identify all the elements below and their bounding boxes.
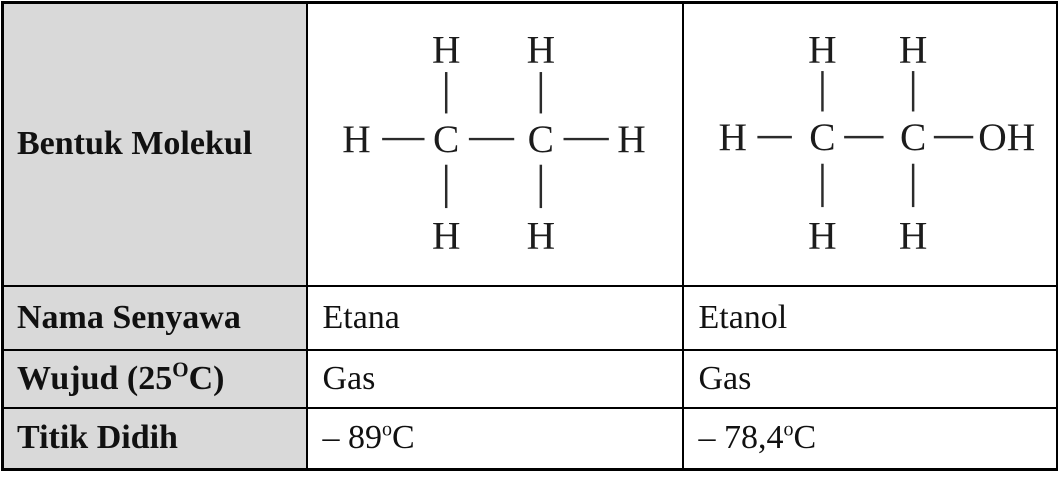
cell-etanol-structure: H C C OH H H H H <box>681 1 1058 287</box>
table-row-nama-senyawa: Nama Senyawa Etana Etanol <box>1 284 1058 351</box>
row-label-nama-senyawa: Nama Senyawa <box>1 284 308 351</box>
atom-h-bottom1: H <box>431 213 459 257</box>
atom-h-bottom1: H <box>808 213 836 257</box>
atom-c1: C <box>809 115 835 159</box>
degree-superscript: o <box>382 419 392 442</box>
table-row-bentuk-molekul: Bentuk Molekul H C C H H <box>1 1 1058 287</box>
row-label-titik-didih: Titik Didih <box>1 406 308 471</box>
table-row-titik-didih: Titik Didih – 89oC – 78,4oC <box>1 406 1058 471</box>
degree-superscript: O <box>172 357 189 382</box>
boiling-point-value: – 89 <box>322 419 383 457</box>
phase-value: Gas <box>698 359 752 397</box>
row-label-text: Titik Didih <box>17 419 178 457</box>
ethane-structure-diagram: H C C H H H H H <box>342 27 646 257</box>
row-label-text: Nama Senyawa <box>17 298 241 336</box>
cell-etana-structure: H C C H H H H H <box>305 1 684 287</box>
atom-h-bottom2: H <box>898 213 926 257</box>
cell-etanol-nama: Etanol <box>681 284 1058 351</box>
phase-value: Gas <box>322 359 376 397</box>
atom-h-top2: H <box>898 27 926 71</box>
degree-superscript: o <box>783 419 794 442</box>
cell-etana-nama: Etana <box>305 284 684 351</box>
atom-h-left: H <box>718 115 746 159</box>
atom-c1: C <box>433 117 459 161</box>
row-label-wujud: Wujud (25OC) <box>1 348 308 409</box>
ethanol-structure-diagram: H C C OH H H H H <box>718 27 1035 257</box>
atom-c2: C <box>527 117 553 161</box>
cell-etana-titik-didih: – 89oC <box>305 406 684 471</box>
row-label-text: Bentuk Molekul <box>17 125 253 163</box>
atom-h-top1: H <box>431 27 459 71</box>
boiling-point-unit: C <box>392 419 415 457</box>
compound-name: Etana <box>322 298 400 336</box>
cell-etana-wujud: Gas <box>305 348 684 409</box>
atom-h-top2: H <box>526 27 554 71</box>
atom-h-top1: H <box>808 27 836 71</box>
table-row-wujud: Wujud (25OC) Gas Gas <box>1 348 1058 409</box>
atom-h-right: H <box>617 117 645 161</box>
atom-h-bottom2: H <box>526 213 554 257</box>
row-label-text-pre: Wujud (25 <box>17 359 173 397</box>
cell-etanol-wujud: Gas <box>681 348 1058 409</box>
row-label-text-post: C) <box>188 359 225 397</box>
atom-oh-right: OH <box>978 115 1035 159</box>
boiling-point-unit: C <box>793 419 817 457</box>
atom-h-left: H <box>342 117 370 161</box>
boiling-point-value: – 78,4 <box>698 419 784 457</box>
row-label-bentuk-molekul: Bentuk Molekul <box>1 1 308 287</box>
cell-etanol-titik-didih: – 78,4oC <box>681 406 1058 471</box>
atom-c2: C <box>899 115 925 159</box>
compound-name: Etanol <box>698 298 788 336</box>
compound-comparison-table: Bentuk Molekul H C C H H <box>1 1 1058 471</box>
